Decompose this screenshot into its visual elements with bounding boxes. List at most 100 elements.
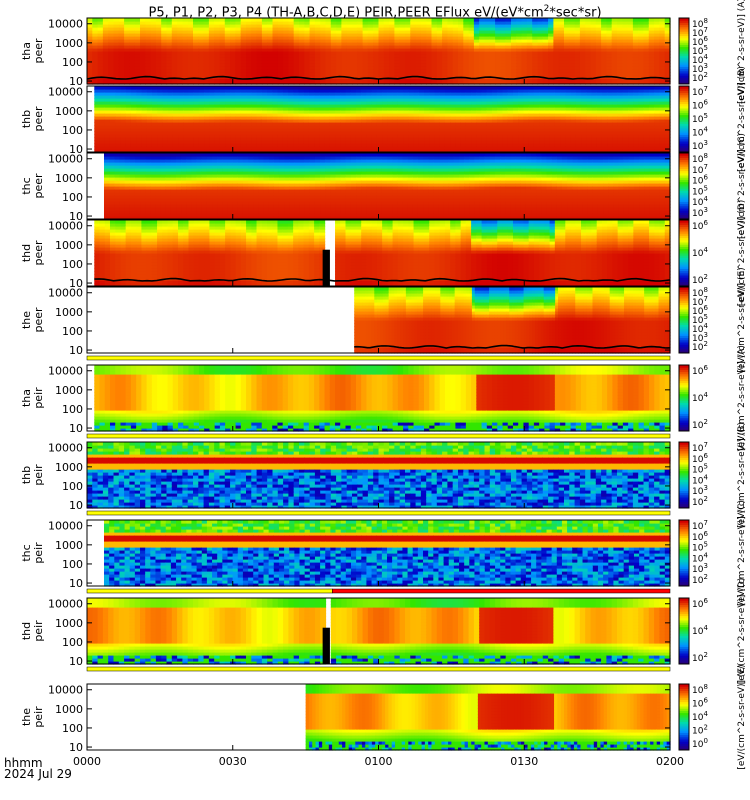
heatmap-cell xyxy=(198,42,205,46)
heatmap-cell xyxy=(429,89,436,93)
panel-label: tha xyxy=(20,42,33,60)
heatmap-cell xyxy=(155,18,162,22)
heatmap-cell xyxy=(134,33,141,37)
heatmap-cell xyxy=(251,146,258,150)
heatmap-cell xyxy=(124,36,130,40)
heatmap-cell xyxy=(230,72,236,76)
heatmap-cell xyxy=(564,36,570,40)
heatmap-cell xyxy=(376,95,383,99)
heatmap-cell xyxy=(150,27,157,31)
heatmap-cell xyxy=(162,143,169,147)
heatmap-cell xyxy=(654,24,660,28)
heatmap-cell xyxy=(219,42,226,46)
heatmap-cell xyxy=(486,104,493,108)
heatmap-cell xyxy=(320,81,327,85)
heatmap-cell xyxy=(394,72,401,76)
heatmap-cell xyxy=(308,122,315,126)
heatmap-cell xyxy=(299,69,305,73)
heatmap-cell xyxy=(150,36,157,40)
heatmap-cell xyxy=(590,24,597,28)
heatmap-cell xyxy=(225,110,231,114)
heatmap-cell xyxy=(162,122,169,126)
heatmap-cell xyxy=(392,146,399,150)
heatmap-cell xyxy=(579,24,586,28)
heatmap-cell xyxy=(224,33,231,37)
heatmap-cell xyxy=(272,146,279,150)
heatmap-cell xyxy=(523,146,530,150)
heatmap-cell xyxy=(564,75,570,79)
heatmap-cell xyxy=(617,60,623,64)
heatmap-cell xyxy=(214,116,221,120)
heatmap-cell xyxy=(288,69,295,73)
heatmap-cell xyxy=(558,42,565,46)
heatmap-cell xyxy=(308,101,315,105)
heatmap-cell xyxy=(373,81,380,85)
heatmap-cell xyxy=(489,57,496,61)
heatmap-cell xyxy=(235,48,242,52)
heatmap-cell xyxy=(246,66,252,70)
heatmap-cell xyxy=(246,125,252,129)
heatmap-cell xyxy=(500,36,507,40)
heatmap-cell xyxy=(542,27,549,31)
heatmap-cell xyxy=(399,24,406,28)
heatmap-cell xyxy=(463,48,470,52)
heatmap-cell xyxy=(418,89,425,93)
heatmap-cell xyxy=(235,125,242,129)
heatmap-cell xyxy=(408,110,415,114)
heatmap-cell xyxy=(256,86,263,90)
heatmap-cell xyxy=(455,131,462,135)
heatmap-cell xyxy=(471,134,477,138)
heatmap-cell xyxy=(330,63,337,67)
heatmap-cell xyxy=(314,45,321,49)
heatmap-cell xyxy=(450,125,457,129)
heatmap-cell xyxy=(355,101,362,105)
heatmap-cell xyxy=(664,36,671,40)
heatmap-cell xyxy=(267,27,274,31)
colorbar-step xyxy=(679,57,689,61)
heatmap-cell xyxy=(92,45,99,49)
heatmap-cell xyxy=(350,128,357,132)
heatmap-cell xyxy=(272,66,279,70)
heatmap-cell xyxy=(521,69,528,73)
heatmap-cell xyxy=(648,63,655,67)
heatmap-cell xyxy=(182,66,189,70)
heatmap-cell xyxy=(654,45,660,49)
heatmap-cell xyxy=(537,66,544,70)
heatmap-cell xyxy=(136,137,142,141)
heatmap-cell xyxy=(408,101,415,105)
heatmap-cell xyxy=(330,51,337,55)
heatmap-cell xyxy=(246,48,252,52)
heatmap-cell xyxy=(489,33,496,37)
heatmap-cell xyxy=(489,51,496,55)
heatmap-cell xyxy=(442,48,448,52)
heatmap-cell xyxy=(473,72,480,76)
heatmap-cell xyxy=(140,63,146,67)
heatmap-cell xyxy=(521,21,528,25)
heatmap-cell xyxy=(303,89,310,93)
heatmap-cell xyxy=(429,104,436,108)
heatmap-cell xyxy=(219,81,226,85)
heatmap-cell xyxy=(102,63,109,67)
heatmap-cell xyxy=(468,69,475,73)
heatmap-cell xyxy=(518,128,525,132)
heatmap-cell xyxy=(463,81,470,85)
heatmap-cell xyxy=(366,125,373,129)
heatmap-cell xyxy=(87,21,93,25)
heatmap-cell xyxy=(336,69,342,73)
heatmap-cell xyxy=(429,92,436,96)
heatmap-cell xyxy=(108,66,115,70)
heatmap-cell xyxy=(373,18,380,22)
heatmap-cell xyxy=(287,125,294,129)
heatmap-cell xyxy=(188,116,195,120)
heatmap-cell xyxy=(511,42,517,46)
heatmap-cell xyxy=(340,128,347,132)
heatmap-cell xyxy=(267,81,274,85)
heatmap-cell xyxy=(97,21,104,25)
heatmap-cell xyxy=(225,143,231,147)
heatmap-cell xyxy=(378,30,385,34)
heatmap-cell xyxy=(155,24,162,28)
heatmap-cell xyxy=(256,72,263,76)
heatmap-cell xyxy=(209,98,216,102)
heatmap-cell xyxy=(340,143,347,147)
heatmap-cell xyxy=(166,48,173,52)
